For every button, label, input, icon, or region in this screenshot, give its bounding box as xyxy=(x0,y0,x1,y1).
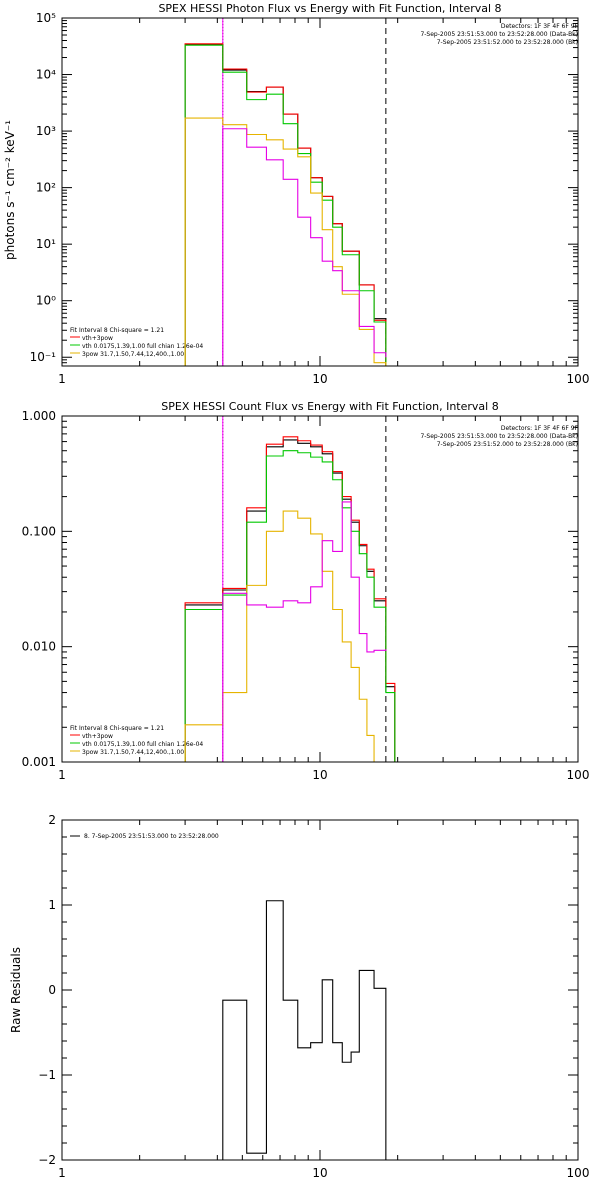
series-line-3 xyxy=(184,450,396,762)
photon-chart-title: SPEX HESSI Photon Flux vs Energy with Fi… xyxy=(158,2,501,15)
photon-background-interval-label: 7-Sep-2005 23:51:52.000 to 23:52:28.000 … xyxy=(437,39,578,46)
series-line-3 xyxy=(184,44,387,366)
y-tick-label: −2 xyxy=(38,1153,56,1167)
x-tick-label: 10 xyxy=(312,1166,327,1180)
count-flux-panel: SPEX HESSI Count Flux vs Energy with Fit… xyxy=(22,400,590,782)
y-tick-label: −1 xyxy=(38,1068,56,1082)
y-tick-label: 0.010 xyxy=(22,640,56,654)
y-tick-label: 10⁴ xyxy=(36,68,56,82)
y-tick-label: 10⁰ xyxy=(36,294,56,308)
series-line-2 xyxy=(184,43,387,366)
photon-fit-chi-square-label: Fit Interval 8 Chi-square = 1.21 xyxy=(70,327,164,334)
y-tick-label: 10² xyxy=(36,181,56,195)
x-tick-label: 1 xyxy=(58,372,66,386)
series-line-4 xyxy=(184,117,387,366)
x-tick-label: 10 xyxy=(312,768,327,782)
series-line-1 xyxy=(222,900,387,1160)
y-tick-label: 0.001 xyxy=(22,755,56,769)
x-tick-label: 100 xyxy=(567,768,590,782)
plot-frame xyxy=(61,819,579,1161)
x-tick-label: 1 xyxy=(58,1166,66,1180)
series-line-1 xyxy=(184,439,396,762)
y-tick-label: 2 xyxy=(48,813,56,827)
count-fit-chi-square-label: Fit Interval 8 Chi-square = 1.21 xyxy=(70,725,164,732)
residuals-y-axis-label: Raw Residuals xyxy=(9,947,23,1033)
series-line-5 xyxy=(222,128,387,366)
y-tick-label: 0 xyxy=(48,983,56,997)
photon-legend-entry-3pow: 3pow 31.7,1.50,7.44,12,400.,1.00 xyxy=(82,351,184,358)
series-line-1 xyxy=(184,43,387,366)
x-tick-label: 1 xyxy=(58,768,66,782)
series-group xyxy=(184,43,387,366)
photon-legend-entry-vth: vth 0.0175,1.39,1.00 full chian 1.26e-04 xyxy=(82,343,203,350)
series-line-5 xyxy=(222,501,387,762)
x-tick-label: 100 xyxy=(567,372,590,386)
count-chart-title: SPEX HESSI Count Flux vs Energy with Fit… xyxy=(161,400,498,413)
residuals-panel: Raw Residuals 8. 7-Sep-2005 23:51:53.000… xyxy=(9,813,590,1180)
count-background-interval-label: 7-Sep-2005 23:51:52.000 to 23:52:28.000 … xyxy=(437,441,578,448)
y-tick-label: 0.100 xyxy=(22,524,56,538)
y-tick-label: 10¹ xyxy=(36,237,56,251)
series-group xyxy=(222,900,387,1160)
photon-detectors-label: Detectors: 1F 3F 4F 6F 9F xyxy=(501,23,579,30)
count-legend-entry-3pow: 3pow 31.7,1.50,7.44,12,400.,1.00 xyxy=(82,749,184,756)
photon-y-axis-label: photons s⁻¹ cm⁻² keV⁻¹ xyxy=(3,120,17,260)
count-legend-entry-vth: vth 0.0175,1.39,1.00 full chian 1.26e-04 xyxy=(82,741,203,748)
series-line-4 xyxy=(184,510,387,762)
count-data-interval-label: 7-Sep-2005 23:51:53.000 to 23:52:28.000 … xyxy=(420,433,578,440)
series-line-2 xyxy=(184,436,396,762)
count-legend-entry-total: vth+3pow xyxy=(82,733,113,740)
photon-flux-panel: SPEX HESSI Photon Flux vs Energy with Fi… xyxy=(3,2,590,386)
photon-data-interval-label: 7-Sep-2005 23:51:53.000 to 23:52:28.000 … xyxy=(420,31,578,38)
y-tick-label: 1.000 xyxy=(22,409,56,423)
plot-frame xyxy=(61,415,579,763)
x-tick-label: 100 xyxy=(567,1166,590,1180)
x-tick-label: 10 xyxy=(312,372,327,386)
series-group xyxy=(184,436,396,762)
plot-frame xyxy=(61,17,579,367)
y-tick-label: 10³ xyxy=(36,124,56,138)
photon-legend-entry-total: vth+3pow xyxy=(82,335,113,342)
y-tick-label: 10⁵ xyxy=(36,11,56,25)
y-tick-label: 10⁻¹ xyxy=(30,350,57,364)
residuals-legend-entry: 8. 7-Sep-2005 23:51:53.000 to 23:52:28.0… xyxy=(84,833,219,840)
y-tick-label: 1 xyxy=(48,898,56,912)
count-detectors-label: Detectors: 1F 3F 4F 6F 9F xyxy=(501,425,579,432)
